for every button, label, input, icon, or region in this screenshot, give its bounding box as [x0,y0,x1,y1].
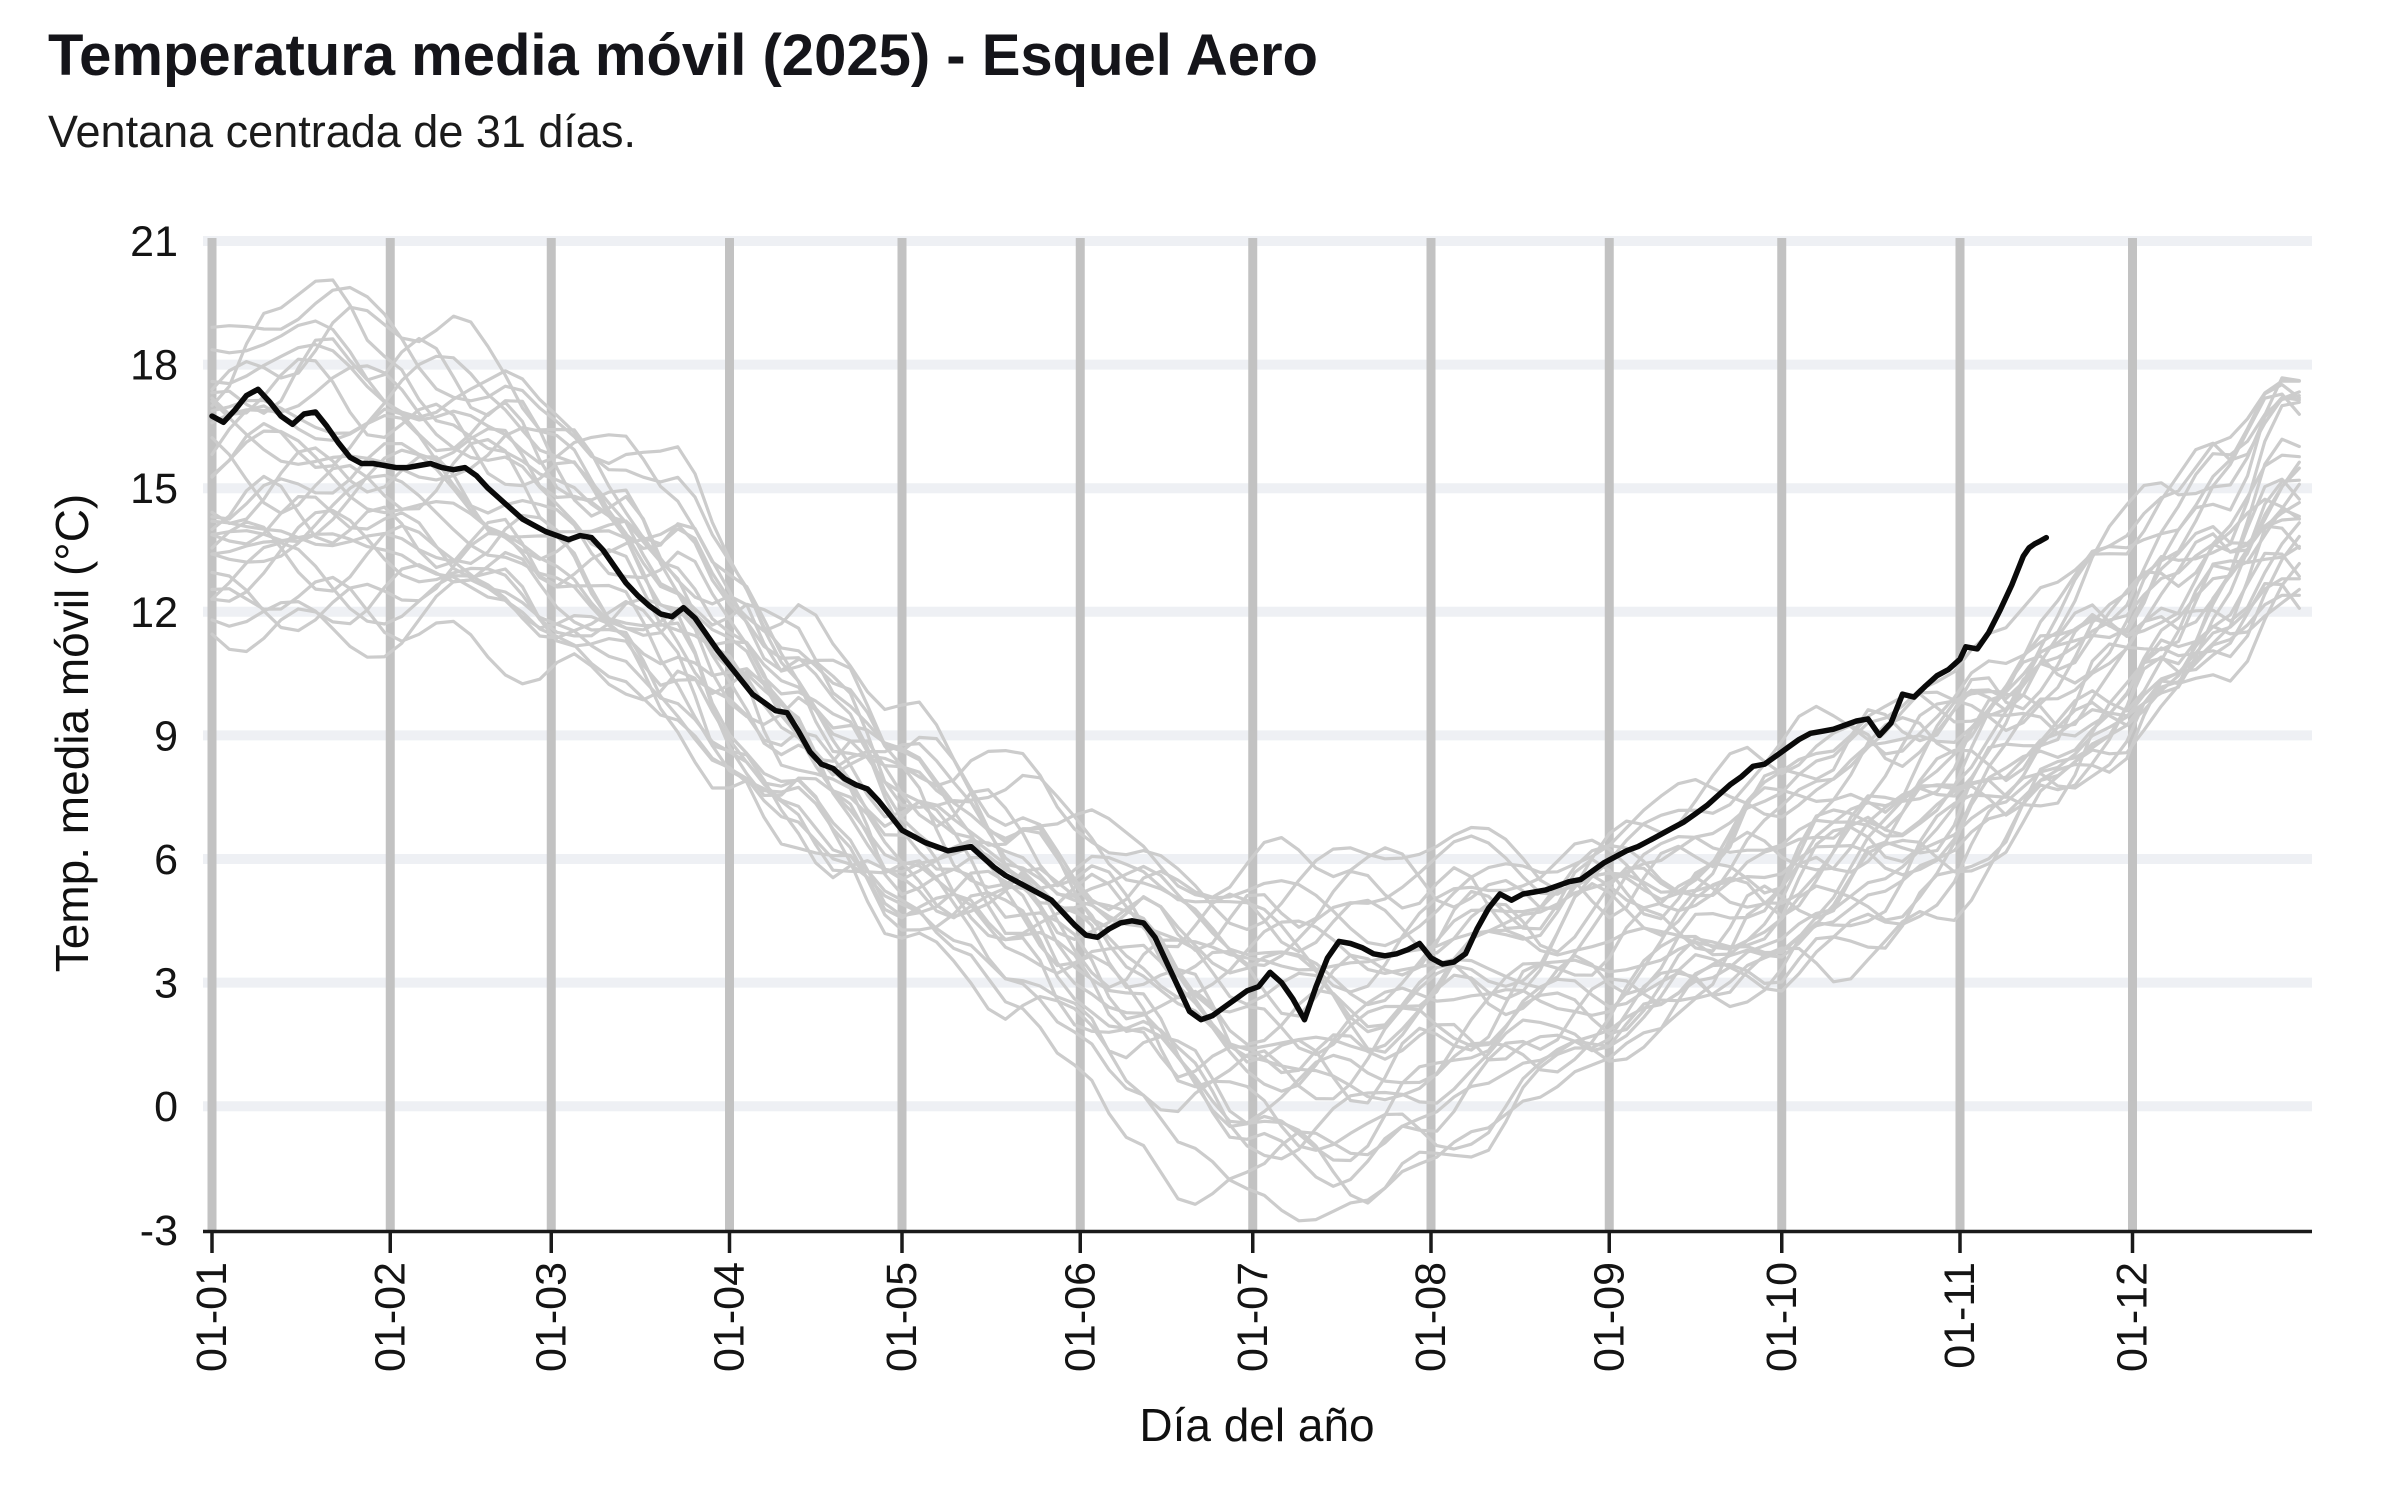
chart-title: Temperatura media móvil (2025) - Esquel … [48,23,1318,88]
ensemble-line [210,575,2301,1205]
ensemble-line [210,285,2301,931]
x-tick-label: 01-08 [1407,1262,1455,1372]
ensemble-line [210,562,2301,1152]
x-tick-label: 01-02 [366,1262,414,1372]
x-tick-label: 01-09 [1585,1262,1633,1372]
x-tick-label: 01-04 [706,1262,754,1372]
x-tick-label: 01-07 [1229,1262,1277,1372]
ensemble-line [210,305,2301,912]
ensemble-line [210,474,2301,1105]
ensemble-line [210,399,2301,1000]
x-tick-label: 01-05 [878,1262,926,1372]
ensemble-line [210,427,2301,1057]
x-tick-label: 01-10 [1758,1262,1806,1372]
y-tick-label: 18 [130,342,178,390]
x-tick-label: 01-12 [2109,1262,2157,1372]
ensemble-line [210,508,2301,1125]
x-tick-label: 01-06 [1056,1262,1104,1372]
ensemble-line [210,550,2301,1188]
highlight-2025-line [209,386,2050,1023]
ensemble-outlier-line [210,519,2301,1206]
ensemble-line [210,436,2301,1054]
y-tick-label: 15 [130,465,178,513]
y-tick-label: 21 [130,218,178,266]
y-tick-label: 6 [154,836,178,884]
ensemble-line [210,531,2301,1163]
chart-subtitle: Ventana centrada de 31 días. [48,106,636,157]
ensemble-outlier-line [210,278,2301,972]
x-tick-label: 01-01 [188,1262,236,1372]
ensemble-line [210,404,2301,1034]
x-tick-label: 01-03 [527,1262,575,1372]
ensemble-outlier-line [210,532,2301,1223]
y-tick-label: 9 [154,712,178,760]
x-axis-title: Día del año [1139,1399,1375,1451]
ensemble-line [210,448,2301,1093]
ensemble-line [210,343,2301,948]
y-tick-label: -3 [140,1207,178,1255]
ensemble-line [210,357,2301,955]
y-tick-label: 0 [154,1083,178,1131]
ensemble-line [210,429,2301,1053]
y-tick-label: 12 [130,589,178,637]
x-tick-label: 01-11 [1936,1262,1984,1369]
ensemble-line [210,319,2301,967]
y-tick-label: 3 [154,960,178,1008]
ensemble-line [210,400,2301,1018]
